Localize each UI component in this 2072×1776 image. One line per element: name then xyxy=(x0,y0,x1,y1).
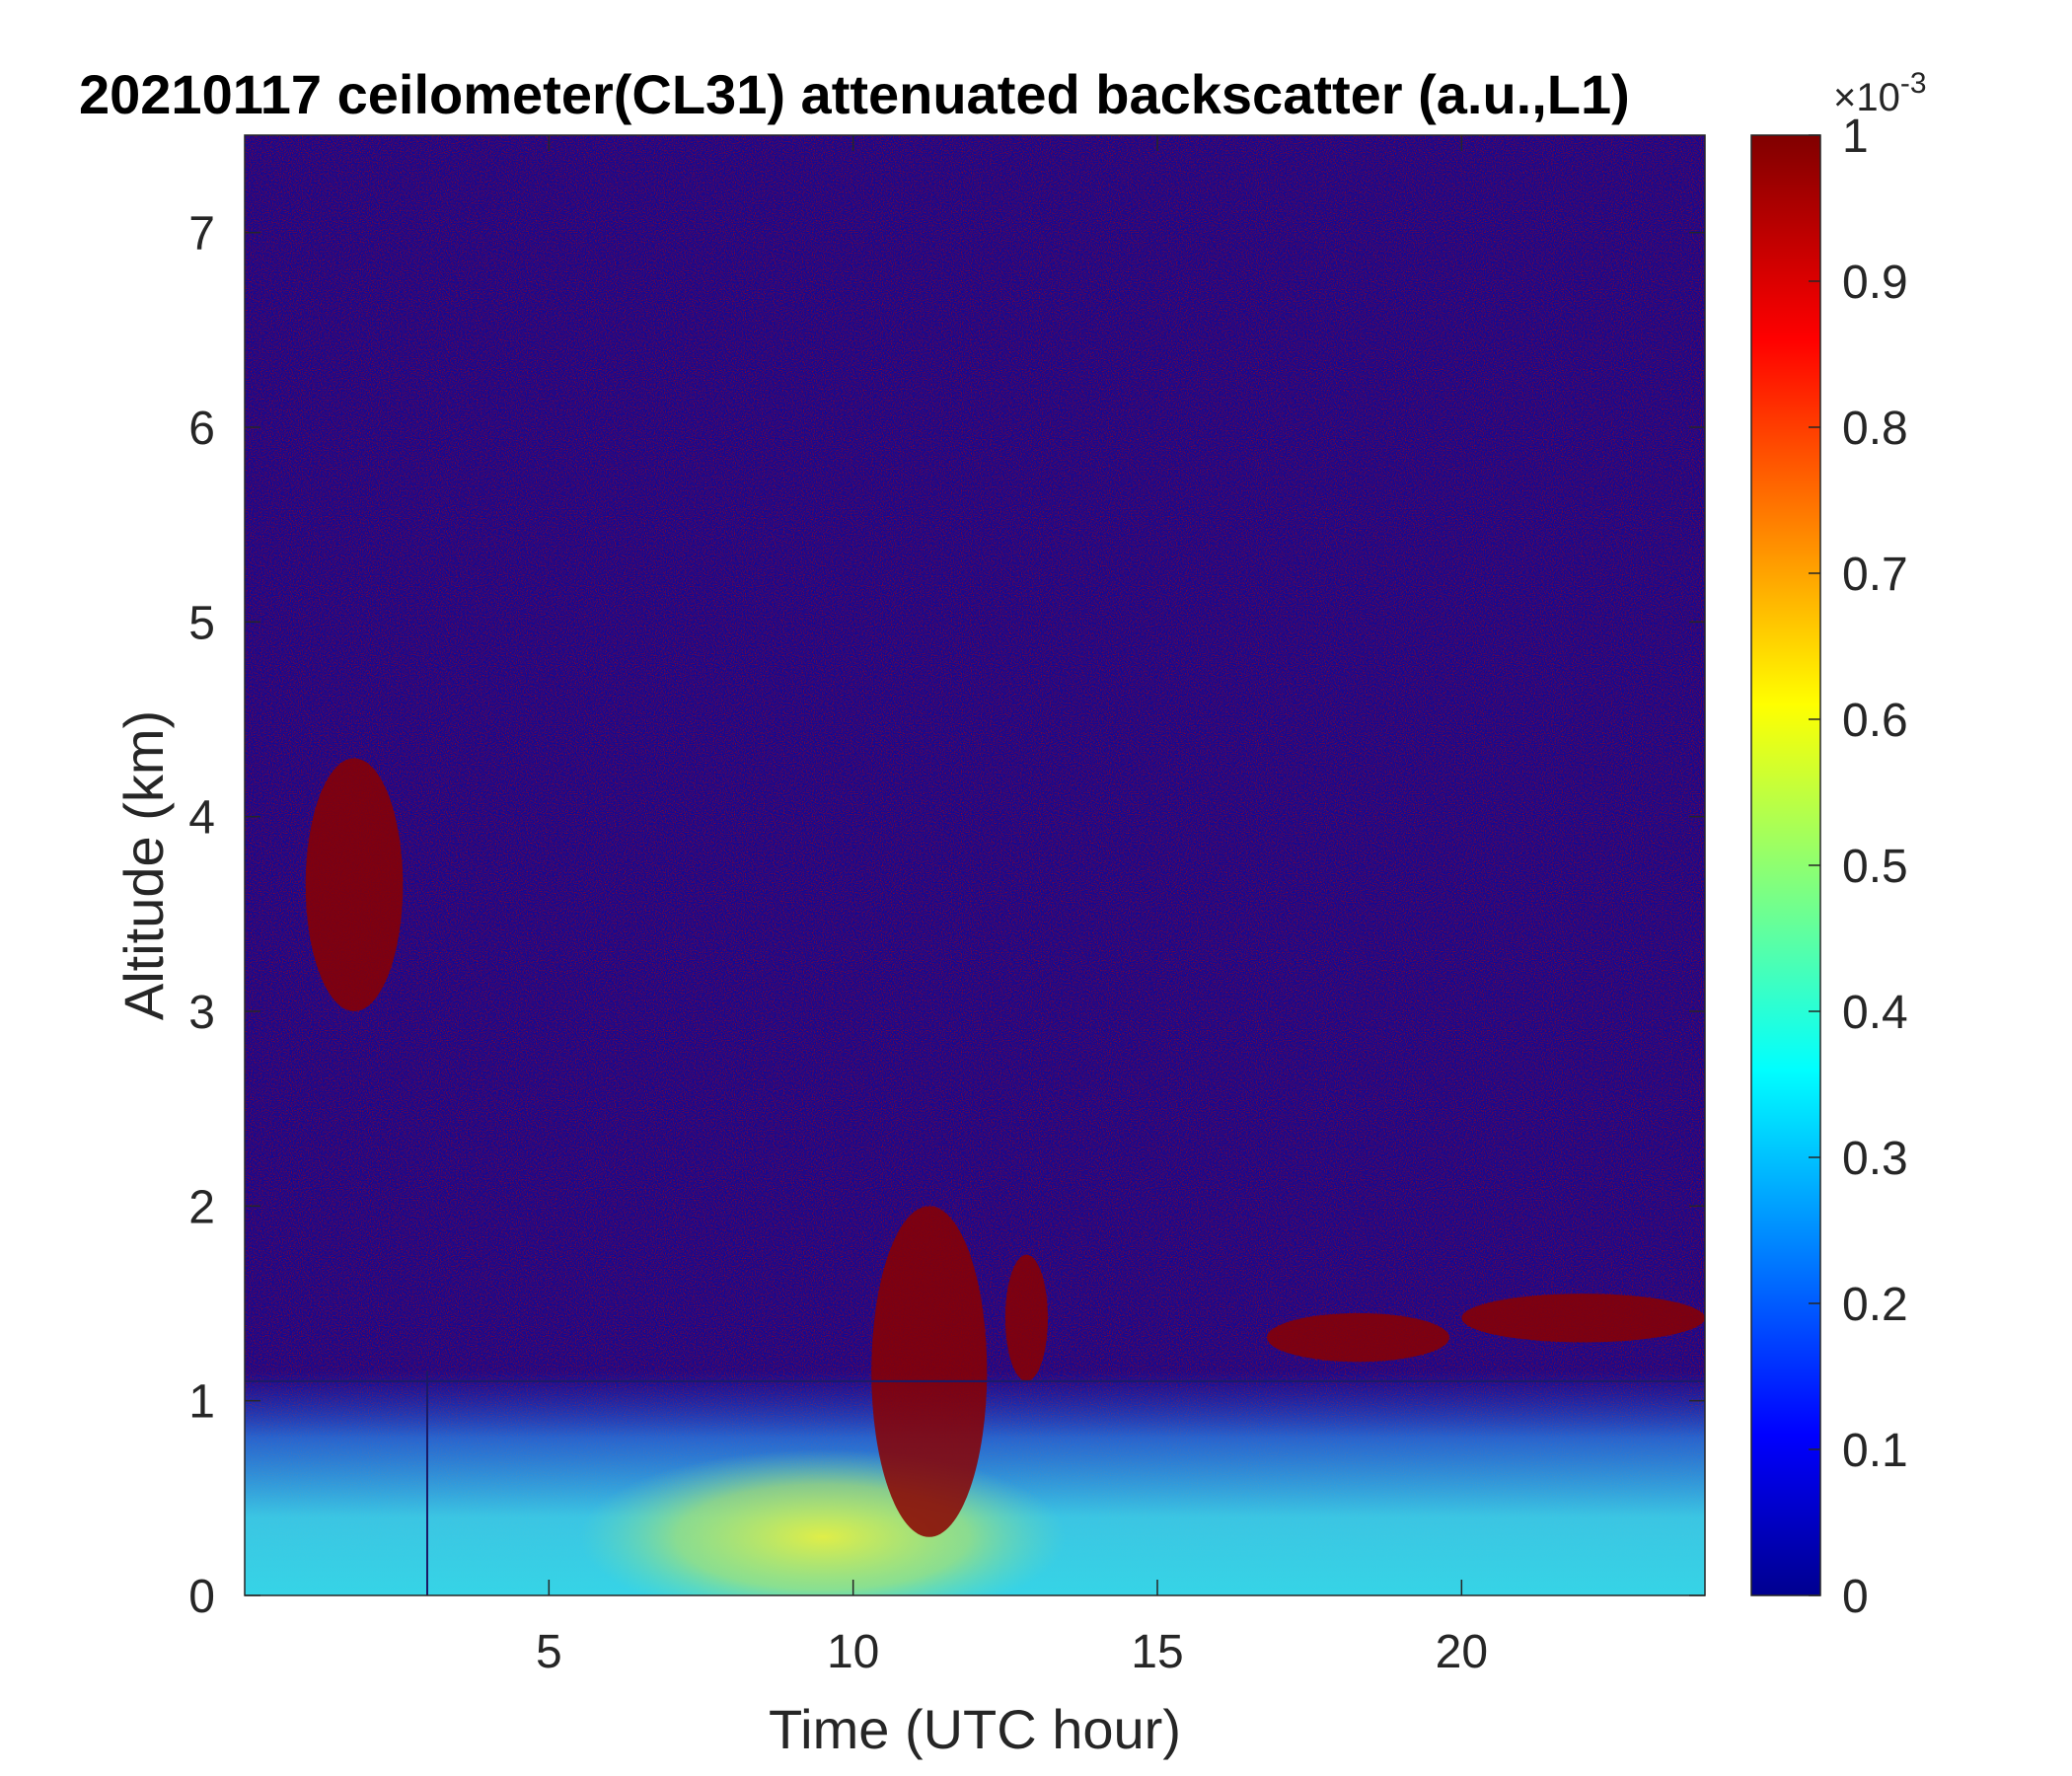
colorbar-ticks: 0 0.1 0.2 0.3 0.4 0.5 0.6 0.7 0.8 0.9 1 xyxy=(1809,111,1908,1623)
colorbar-tick-label: 1 xyxy=(1842,111,1869,163)
y-tick-label: 4 xyxy=(188,792,215,845)
colorbar-multiplier-base: ×10 xyxy=(1833,76,1900,119)
plot-frame xyxy=(244,134,1706,1596)
x-tick-label: 20 xyxy=(1436,1626,1488,1678)
chart-title: 20210117 ceilometer(CL31) attenuated bac… xyxy=(79,63,1630,125)
y-tick-label: 1 xyxy=(188,1376,215,1429)
y-tick-label: 2 xyxy=(188,1181,215,1233)
colorbar-tick-label: 0.8 xyxy=(1842,403,1908,455)
x-tick-label: 10 xyxy=(827,1626,879,1678)
y-axis: 0 1 2 3 4 5 6 7 xyxy=(188,208,1705,1623)
colorbar-tick-label: 0.6 xyxy=(1842,695,1908,747)
cloud-2 xyxy=(871,1206,988,1537)
colorbar-tick-label: 0.3 xyxy=(1842,1133,1908,1185)
y-tick-label: 3 xyxy=(188,987,215,1039)
y-tick-label: 5 xyxy=(188,597,215,649)
cloud-layers xyxy=(305,758,1705,1537)
x-tick-label: 5 xyxy=(536,1626,562,1678)
colorbar-tick-label: 0.2 xyxy=(1842,1279,1908,1331)
cloud-1 xyxy=(305,758,404,1011)
cloud-4 xyxy=(1267,1312,1449,1363)
colorbar-tick-label: 0.5 xyxy=(1842,841,1908,893)
x-axis-label: Time (UTC hour) xyxy=(769,1698,1181,1760)
colorbar-multiplier: ×10-3 xyxy=(1833,67,1927,119)
plot-area xyxy=(244,134,1706,1596)
colorbar-tick-label: 0.1 xyxy=(1842,1425,1908,1477)
colorbar: 0 0.1 0.2 0.3 0.4 0.5 0.6 0.7 0.8 0.9 1 ×10-3 xyxy=(1750,67,1927,1623)
x-axis: 5 10 15 20 xyxy=(536,135,1488,1678)
colorbar-tick-label: 0.9 xyxy=(1842,257,1908,309)
colorbar-tick-label: 0.4 xyxy=(1842,987,1908,1039)
aerosol-maximum xyxy=(579,1449,1067,1595)
x-tick-label: 15 xyxy=(1131,1626,1183,1678)
cloud-5 xyxy=(1461,1294,1705,1343)
colorbar-tick-label: 0 xyxy=(1842,1571,1869,1623)
y-tick-label: 0 xyxy=(188,1571,215,1623)
y-tick-label: 6 xyxy=(188,403,215,455)
colorbar-exponent: -3 xyxy=(1900,67,1927,100)
colorbar-tick-label: 0.7 xyxy=(1842,549,1908,601)
y-tick-label: 7 xyxy=(188,208,215,260)
cloud-3 xyxy=(1004,1254,1048,1381)
y-axis-label: Altitude (km) xyxy=(112,710,175,1020)
